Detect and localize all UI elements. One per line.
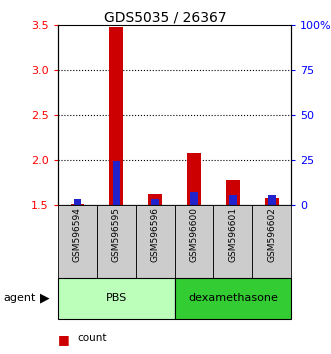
Bar [190,192,198,205]
Bar [71,204,84,205]
Text: ▶: ▶ [40,292,50,305]
Bar [265,198,279,205]
Bar [110,28,123,205]
Text: GSM596595: GSM596595 [112,207,121,263]
Text: GSM596596: GSM596596 [151,207,160,263]
Bar [213,205,252,278]
Bar [58,205,97,278]
Bar [229,195,237,205]
Bar [175,205,213,278]
Text: GSM596600: GSM596600 [190,207,199,263]
Bar [136,205,175,278]
Bar [148,194,162,205]
Text: dexamethasone: dexamethasone [188,293,278,303]
Text: GSM596594: GSM596594 [73,207,82,262]
Text: count: count [78,333,107,343]
Bar [268,195,276,205]
Text: ■: ■ [58,333,70,346]
Bar [175,278,291,319]
Bar [187,153,201,205]
Bar [73,199,81,205]
Bar [226,180,240,205]
Bar [58,278,175,319]
Text: GSM596601: GSM596601 [228,207,237,263]
Bar [113,161,120,205]
Text: PBS: PBS [106,293,127,303]
Bar [252,205,291,278]
Bar [97,205,136,278]
Text: GSM596602: GSM596602 [267,207,276,262]
Bar [151,199,159,205]
Text: agent: agent [3,293,36,303]
Text: GDS5035 / 26367: GDS5035 / 26367 [104,11,227,25]
